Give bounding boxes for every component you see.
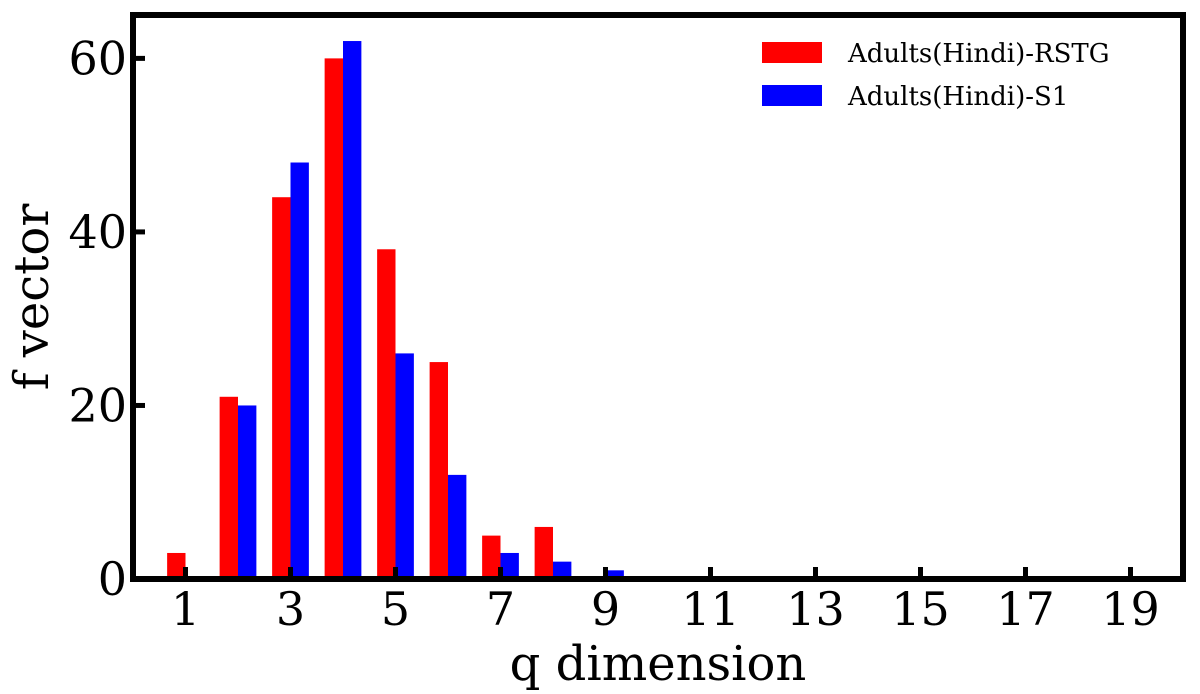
bar-s1-q5	[395, 353, 414, 579]
bar-rstg-q8	[534, 526, 553, 579]
y-tick-label: 20	[68, 378, 127, 432]
bar-rstg-q3	[272, 197, 291, 579]
x-tick-label: 17	[996, 582, 1055, 636]
legend-swatch-s1	[762, 85, 822, 106]
bar-rstg-q7	[482, 535, 501, 579]
x-axis-label: q dimension	[510, 636, 807, 692]
x-tick-label: 15	[891, 582, 950, 636]
bar-s1-q3	[290, 162, 309, 579]
x-tick-label: 11	[681, 582, 740, 636]
bar-s1-q2	[238, 405, 257, 579]
y-axis-label: f vector	[4, 204, 60, 391]
y-tick-label: 0	[98, 552, 127, 606]
bars-layer	[167, 41, 624, 580]
y-tick-label: 40	[68, 205, 127, 259]
x-tick-label: 5	[381, 582, 410, 636]
plot-frame	[130, 12, 1186, 582]
bar-rstg-q1	[167, 552, 186, 579]
legend-label-rstg: Adults(Hindi)-RSTG	[847, 39, 1110, 69]
bar-rstg-q4	[324, 58, 343, 579]
bar-s1-q6	[448, 474, 467, 579]
x-tick-label: 3	[276, 582, 305, 636]
x-tick-label: 9	[591, 582, 620, 636]
bar-rstg-q6	[429, 362, 448, 579]
x-tick-label: 13	[786, 582, 845, 636]
x-tick-label: 19	[1101, 582, 1160, 636]
legend-swatch-rstg	[762, 42, 822, 63]
y-tick-label: 60	[68, 31, 127, 85]
bar-s1-q4	[343, 41, 362, 580]
bar-s1-q7	[500, 552, 519, 579]
bar-s1-q8	[553, 561, 572, 579]
x-tick-label: 7	[486, 582, 515, 636]
bar-s1-q9	[605, 570, 624, 579]
x-tick-label: 1	[171, 582, 200, 636]
bar-rstg-q5	[377, 249, 396, 579]
bar-rstg-q2	[219, 396, 238, 579]
legend: Adults(Hindi)-RSTG Adults(Hindi)-S1	[762, 39, 1110, 112]
legend-label-s1: Adults(Hindi)-S1	[847, 82, 1068, 112]
